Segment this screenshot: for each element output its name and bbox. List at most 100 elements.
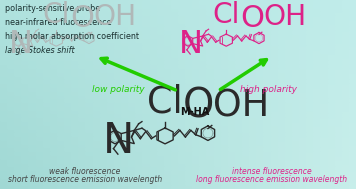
Bar	[36, 143, 43, 147]
Bar	[142, 113, 150, 117]
Bar	[14, 158, 22, 163]
Bar	[114, 33, 121, 38]
Bar	[135, 166, 143, 170]
Bar	[263, 22, 271, 26]
Bar	[43, 67, 50, 72]
Bar	[349, 56, 356, 60]
Bar	[299, 98, 307, 102]
Bar	[100, 7, 107, 11]
Bar	[278, 136, 285, 140]
Bar	[128, 154, 136, 159]
Bar	[7, 117, 15, 121]
Bar	[121, 128, 129, 132]
Bar	[278, 105, 285, 110]
Bar	[71, 49, 79, 53]
Bar	[221, 181, 228, 185]
Bar	[93, 136, 100, 140]
Bar	[228, 113, 235, 117]
Bar	[0, 52, 7, 57]
Bar	[328, 181, 335, 185]
Bar	[78, 64, 86, 68]
Bar	[164, 56, 171, 60]
Bar	[71, 0, 79, 4]
Bar	[107, 30, 114, 34]
Bar	[249, 143, 257, 147]
Bar	[178, 11, 185, 15]
Bar	[150, 45, 157, 49]
Bar	[171, 90, 178, 94]
Bar	[263, 117, 271, 121]
Bar	[135, 30, 143, 34]
Bar	[306, 117, 314, 121]
Bar	[100, 49, 107, 53]
Bar	[214, 49, 221, 53]
Bar	[278, 90, 285, 94]
Bar	[21, 45, 29, 49]
Bar	[313, 94, 321, 98]
Bar	[78, 56, 86, 60]
Bar	[256, 113, 264, 117]
Bar	[78, 109, 86, 113]
Bar	[142, 86, 150, 91]
Bar	[185, 109, 193, 113]
Bar	[271, 45, 278, 49]
Bar	[14, 101, 22, 106]
Bar	[142, 166, 150, 170]
Bar	[71, 177, 79, 181]
Bar	[313, 113, 321, 117]
Bar	[292, 33, 299, 38]
Bar	[192, 139, 200, 144]
Bar	[199, 83, 207, 87]
Bar	[349, 49, 356, 53]
Bar	[14, 151, 22, 155]
Bar	[64, 90, 72, 94]
Bar	[43, 75, 50, 79]
Bar	[114, 18, 121, 23]
Bar	[206, 158, 214, 163]
Bar	[114, 173, 121, 178]
Bar	[164, 33, 171, 38]
Bar	[228, 18, 235, 23]
Bar	[164, 154, 171, 159]
Bar	[171, 158, 178, 163]
Bar	[249, 117, 257, 121]
Bar	[221, 18, 228, 23]
Bar	[328, 158, 335, 163]
Bar	[328, 105, 335, 110]
Bar	[306, 30, 314, 34]
Bar	[64, 15, 72, 19]
Bar	[342, 170, 349, 174]
Bar	[93, 124, 100, 129]
Bar	[299, 49, 307, 53]
Bar	[164, 166, 171, 170]
Bar	[306, 52, 314, 57]
Bar	[14, 94, 22, 98]
Bar	[192, 37, 200, 42]
Bar	[256, 154, 264, 159]
Bar	[328, 18, 335, 23]
Bar	[164, 67, 171, 72]
Bar	[313, 15, 321, 19]
Bar	[285, 79, 292, 83]
Bar	[164, 143, 171, 147]
Bar	[57, 113, 64, 117]
Bar	[185, 30, 193, 34]
Bar	[271, 26, 278, 30]
Bar	[235, 94, 242, 98]
Bar	[57, 26, 64, 30]
Bar	[142, 147, 150, 151]
Bar	[171, 105, 178, 110]
Bar	[206, 139, 214, 144]
Bar	[335, 60, 342, 64]
Bar	[271, 22, 278, 26]
Bar	[121, 64, 129, 68]
Bar	[192, 117, 200, 121]
Bar	[263, 64, 271, 68]
Bar	[36, 33, 43, 38]
Bar	[100, 136, 107, 140]
Bar	[0, 37, 7, 42]
Bar	[121, 143, 129, 147]
Bar	[50, 7, 57, 11]
Bar	[135, 139, 143, 144]
Bar	[349, 75, 356, 79]
